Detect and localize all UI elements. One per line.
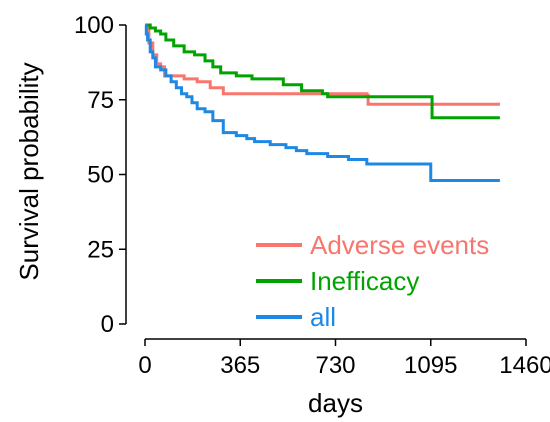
x-tick-label: 0 — [138, 352, 151, 379]
y-axis-ticks: 0 25 50 75 100 — [74, 12, 126, 338]
legend: Adverse events Inefficacy all — [256, 230, 489, 332]
series-line-all — [144, 23, 500, 182]
x-tick-label: 730 — [315, 352, 355, 379]
y-tick-label: 50 — [87, 162, 114, 189]
legend-label: Adverse events — [310, 230, 489, 260]
x-tick-label: 1095 — [404, 352, 457, 379]
legend-label: all — [310, 302, 336, 332]
y-tick-label: 25 — [87, 236, 114, 263]
x-tick-label: 365 — [220, 352, 260, 379]
x-axis-ticks: 0 365 730 1095 1460 — [138, 339, 550, 379]
y-tick-label: 100 — [74, 12, 114, 39]
y-axis-label: Survival probability — [14, 62, 44, 280]
series-line-inefficacy — [145, 23, 500, 120]
series-layer — [144, 23, 500, 182]
legend-label: Inefficacy — [310, 266, 419, 296]
y-tick-label: 75 — [87, 87, 114, 114]
x-tick-label: 1460 — [499, 352, 550, 379]
x-axis-label: days — [308, 388, 363, 418]
y-tick-label: 0 — [101, 311, 114, 338]
